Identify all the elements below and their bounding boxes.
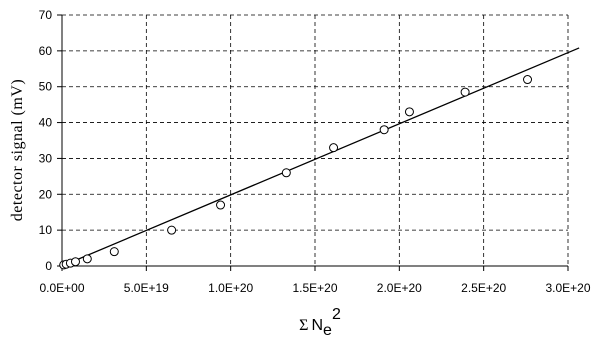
x-tick-label: 2.0E+20 xyxy=(377,281,422,295)
y-tick-marks xyxy=(57,14,62,267)
data-point xyxy=(70,257,80,267)
y-tick-label: 50 xyxy=(39,80,53,94)
x-grid-lines xyxy=(145,15,569,266)
data-point xyxy=(379,125,389,135)
x-tick-label: 0.0E+00 xyxy=(39,281,84,295)
x-axis-title-superscript: 2 xyxy=(332,306,341,323)
data-point xyxy=(329,143,339,153)
x-axis-title-sigma: Σ xyxy=(299,317,308,334)
data-point xyxy=(109,247,119,257)
x-axis-title: Σ Ne2 xyxy=(299,306,341,339)
x-tick-label: 2.5E+20 xyxy=(461,281,506,295)
data-point xyxy=(523,75,533,85)
x-tick-label: 1.0E+20 xyxy=(208,281,253,295)
x-tick-labels: 0.0E+00 5.0E+19 1.0E+20 1.5E+20 2.0E+20 2.5E+… xyxy=(39,281,590,295)
data-point xyxy=(82,254,92,264)
y-tick-label: 60 xyxy=(39,44,53,58)
fit-line xyxy=(61,47,580,267)
y-axis-title: detector signal (mV) xyxy=(9,79,26,221)
x-axis-title-subscript: e xyxy=(323,322,332,339)
y-tick-label: 10 xyxy=(39,223,53,237)
data-points xyxy=(59,75,533,270)
y-tick-label: 40 xyxy=(39,116,53,130)
data-point xyxy=(216,200,226,210)
x-tick-label: 5.0E+19 xyxy=(124,281,169,295)
data-point xyxy=(281,168,291,178)
x-tick-label: 1.5E+20 xyxy=(292,281,337,295)
y-tick-label: 70 xyxy=(39,8,53,22)
data-point xyxy=(460,87,470,97)
y-tick-labels: 0 10 20 30 40 50 60 70 xyxy=(39,8,53,273)
x-axis-title-base: N xyxy=(311,317,323,334)
y-tick-label: 20 xyxy=(39,187,53,201)
data-point xyxy=(404,107,414,117)
x-tick-marks xyxy=(61,266,569,271)
x-tick-label: 3.0E+20 xyxy=(545,281,590,295)
y-tick-label: 0 xyxy=(45,259,52,273)
data-point xyxy=(167,225,177,235)
y-tick-label: 30 xyxy=(39,151,53,165)
